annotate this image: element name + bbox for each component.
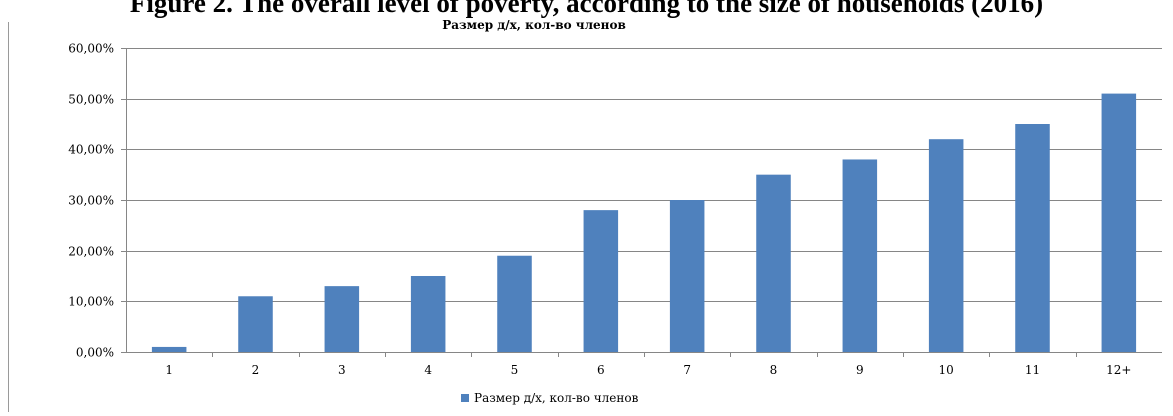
bar	[928, 139, 964, 352]
x-axis: 1 2 3 4 5 6 7 8 9 10 11 12+	[121, 352, 1162, 377]
x-tick-label: 1	[165, 363, 173, 377]
bar	[842, 159, 878, 352]
gridlines	[126, 48, 1162, 302]
y-tick-label: 60,00%	[68, 42, 114, 56]
x-tick-label: 4	[424, 363, 432, 377]
figure-caption: Figure 2. The overall level of poverty, …	[129, 0, 1044, 18]
y-tick-label: 20,00%	[68, 245, 114, 259]
bar	[151, 346, 187, 352]
bar	[324, 286, 360, 352]
y-tick-label: 30,00%	[68, 194, 114, 208]
x-tick-label: 8	[770, 363, 778, 377]
bar	[410, 276, 446, 352]
y-axis: 0,00% 10,00% 20,00% 30,00% 40,00% 50,00% 60,00…	[68, 42, 127, 360]
x-tick-label: 10	[939, 363, 954, 377]
x-tick-label: 5	[511, 363, 519, 377]
legend-swatch	[461, 394, 469, 402]
y-tick-label: 40,00%	[68, 143, 114, 157]
bar	[1015, 124, 1050, 352]
bar	[669, 200, 705, 352]
legend-label: Размер д/х, кол-во членов	[474, 391, 639, 405]
left-rule	[8, 22, 9, 412]
x-tick-label: 2	[252, 363, 260, 377]
y-tick-label: 10,00%	[68, 295, 114, 309]
x-tick-label: 7	[683, 363, 691, 377]
legend: Размер д/х, кол-во членов	[461, 391, 639, 405]
bars	[151, 93, 1137, 352]
bar	[238, 296, 273, 352]
x-tick-label: 11	[1025, 363, 1040, 377]
y-tick-label: 0,00%	[76, 346, 114, 360]
bar	[497, 255, 532, 352]
chart-title: Размер д/х, кол-во членов	[442, 18, 626, 32]
x-tick-label: 12+	[1106, 363, 1131, 377]
x-tick-label: 3	[338, 363, 346, 377]
x-tick-label: 9	[856, 363, 864, 377]
bar	[756, 174, 791, 352]
y-tick-label: 50,00%	[68, 93, 114, 107]
x-tick-label: 6	[597, 363, 605, 377]
bar	[1101, 93, 1137, 352]
bar	[583, 210, 619, 352]
